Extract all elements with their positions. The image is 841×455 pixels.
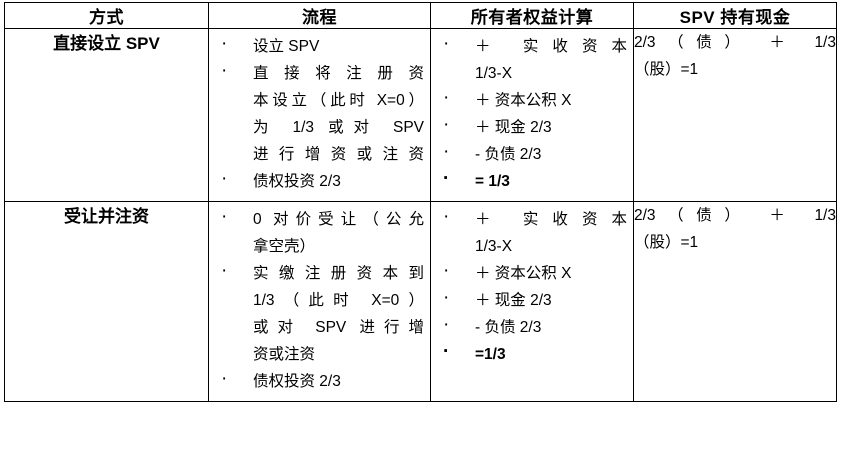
list-item: ＋ 实收资本 1/3-X: [431, 203, 627, 260]
list-item: - 负债 2/3: [431, 311, 627, 341]
equity-list: ＋ 实收资本 1/3-X ＋ 资本公积 X ＋ 现金 2/3 - 负债 2/3: [431, 29, 633, 201]
list-item: =1/3: [431, 338, 627, 368]
row-label-transfer-and-inject: 受让并注资: [4, 201, 209, 402]
list-item: 0 对价受让（公允 拿空壳）: [209, 203, 424, 260]
list-item: - 负债 2/3: [431, 138, 627, 168]
list-item: ＋ 资本公积 X: [431, 84, 627, 114]
column-header-cash: SPV 持有现金: [633, 2, 837, 29]
list-item: ＋ 资本公积 X: [431, 257, 627, 287]
equity-cell-transfer-and-inject: ＋ 实收资本 1/3-X ＋ 资本公积 X ＋ 现金 2/3 - 负债 2/3: [430, 201, 634, 402]
row-label-direct-setup: 直接设立 SPV: [4, 28, 209, 202]
process-list: 0 对价受让（公允 拿空壳） 实缴注册资本到 1/3（此时 X=0） 或对 SP…: [209, 202, 430, 401]
list-item: 设立 SPV: [209, 30, 424, 60]
list-item: 债权投资 2/3: [209, 365, 424, 395]
column-header-equity: 所有者权益计算: [430, 2, 634, 29]
process-cell-direct-setup: 设立 SPV 直接将注册资 本设立（此时 X=0） 为 1/3 或对 SPV 进…: [208, 28, 431, 202]
equity-list: ＋ 实收资本 1/3-X ＋ 资本公积 X ＋ 现金 2/3 - 负债 2/3: [431, 202, 633, 374]
column-header-method: 方式: [4, 2, 209, 29]
list-item: ＋ 现金 2/3: [431, 111, 627, 141]
list-item: 实缴注册资本到 1/3（此时 X=0） 或对 SPV 进行增 资或注资: [209, 257, 424, 368]
list-item: 债权投资 2/3: [209, 165, 424, 195]
table-header-row: 方式 流程 所有者权益计算 SPV 持有现金: [4, 2, 837, 29]
spv-comparison-table: 方式 流程 所有者权益计算 SPV 持有现金 直接设立 SPV 设立 SPV 直…: [4, 2, 837, 402]
process-cell-transfer-and-inject: 0 对价受让（公允 拿空壳） 实缴注册资本到 1/3（此时 X=0） 或对 SP…: [208, 201, 431, 402]
column-header-process: 流程: [208, 2, 431, 29]
table-row: 直接设立 SPV 设立 SPV 直接将注册资 本设立（此时 X=0） 为 1/3…: [4, 28, 837, 202]
list-item: ＋ 现金 2/3: [431, 284, 627, 314]
list-item: ＋ 实收资本 1/3-X: [431, 30, 627, 87]
cash-cell-transfer-and-inject: 2/3（债） ＋ 1/3 （股）=1: [633, 201, 837, 402]
process-list: 设立 SPV 直接将注册资 本设立（此时 X=0） 为 1/3 或对 SPV 进…: [209, 29, 430, 201]
cash-cell-direct-setup: 2/3（债） ＋ 1/3 （股）=1: [633, 28, 837, 202]
equity-cell-direct-setup: ＋ 实收资本 1/3-X ＋ 资本公积 X ＋ 现金 2/3 - 负债 2/3: [430, 28, 634, 202]
table-row: 受让并注资 0 对价受让（公允 拿空壳） 实缴注册资本到 1/3（此时 X=0）…: [4, 201, 837, 402]
list-item: = 1/3: [431, 165, 627, 195]
list-item: 直接将注册资 本设立（此时 X=0） 为 1/3 或对 SPV 进行增资或注资: [209, 57, 424, 168]
